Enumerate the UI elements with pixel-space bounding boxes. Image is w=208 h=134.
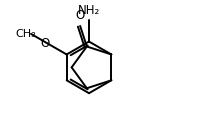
Text: NH₂: NH₂ — [78, 4, 100, 17]
Text: CH₃: CH₃ — [15, 29, 36, 39]
Text: O: O — [76, 9, 85, 22]
Text: O: O — [40, 37, 50, 50]
